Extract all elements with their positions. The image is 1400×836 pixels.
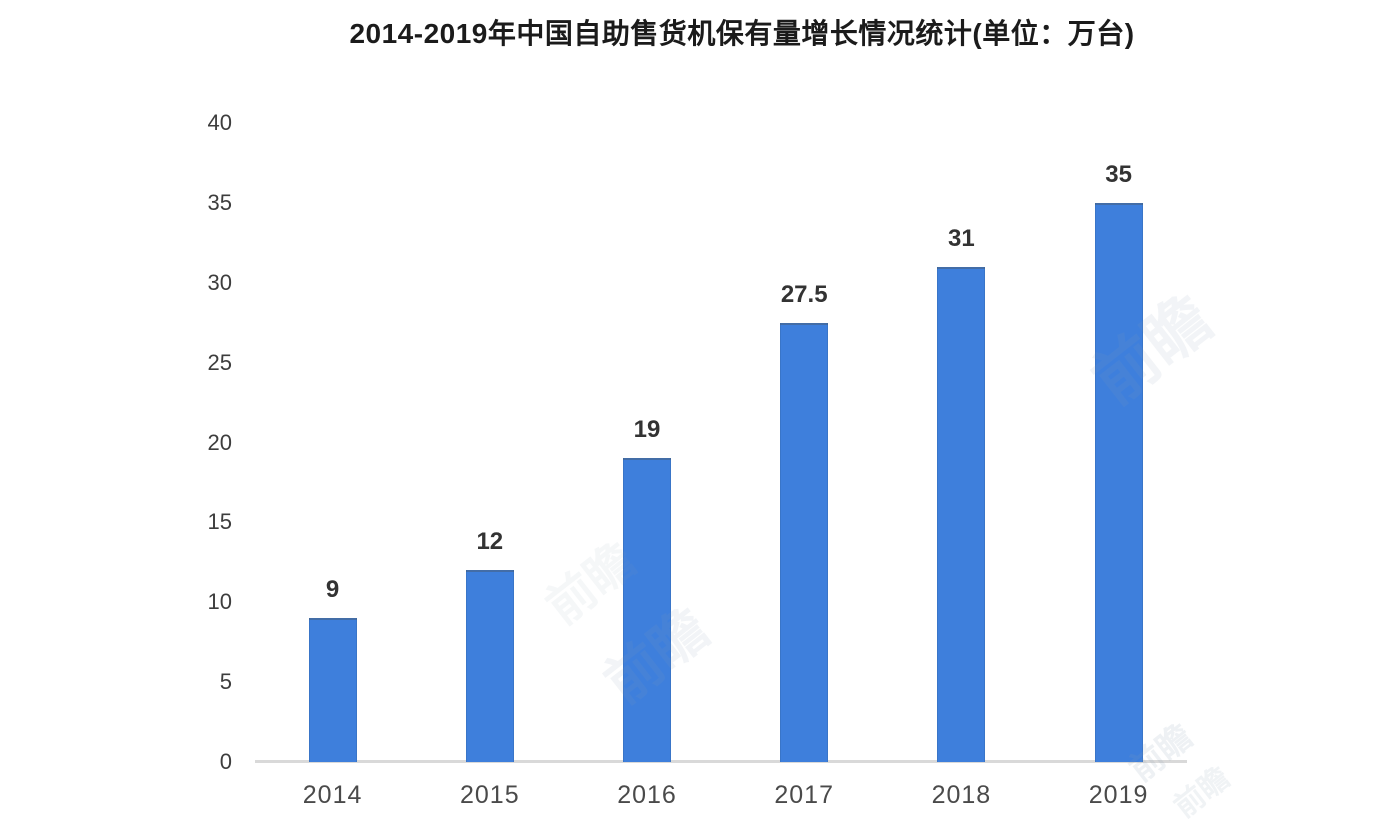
y-tick-label: 0 (219, 749, 232, 774)
y-tick-label: 25 (207, 349, 232, 375)
bar-2014 (308, 618, 357, 762)
bar-value-label: 31 (948, 224, 975, 252)
y-tick-label: 20 (207, 429, 232, 455)
bar-2019 (1094, 202, 1143, 762)
bar-2016 (623, 458, 671, 762)
y-tick-label: 15 (207, 509, 232, 535)
chart-title: 2014-2019年中国自助售货机保有量增长情况统计(单位：万台) (349, 18, 1135, 49)
bar-value-label: 19 (633, 416, 661, 444)
bar-value-label: 12 (476, 528, 504, 556)
x-tick-label: 2016 (617, 781, 677, 809)
bar-2018 (937, 266, 986, 762)
bar-2015 (465, 570, 514, 762)
y-tick-label: 10 (207, 589, 232, 615)
x-tick-label: 2018 (931, 781, 992, 809)
y-tick-label: 30 (207, 269, 232, 295)
bar-value-label: 27.5 (780, 280, 828, 308)
y-tick-label: 35 (207, 189, 232, 215)
bar-value-label: 35 (1105, 160, 1132, 188)
x-tick-label: 2014 (302, 781, 363, 809)
x-axis-line (255, 760, 1187, 763)
bar-value-label: 9 (325, 576, 340, 604)
x-tick-label: 2017 (774, 781, 834, 809)
y-tick-label: 40 (207, 110, 232, 135)
y-tick-label: 5 (219, 669, 232, 695)
x-tick-label: 2015 (459, 781, 520, 809)
bar-2017 (780, 322, 829, 762)
x-tick-label: 2019 (1088, 781, 1149, 809)
